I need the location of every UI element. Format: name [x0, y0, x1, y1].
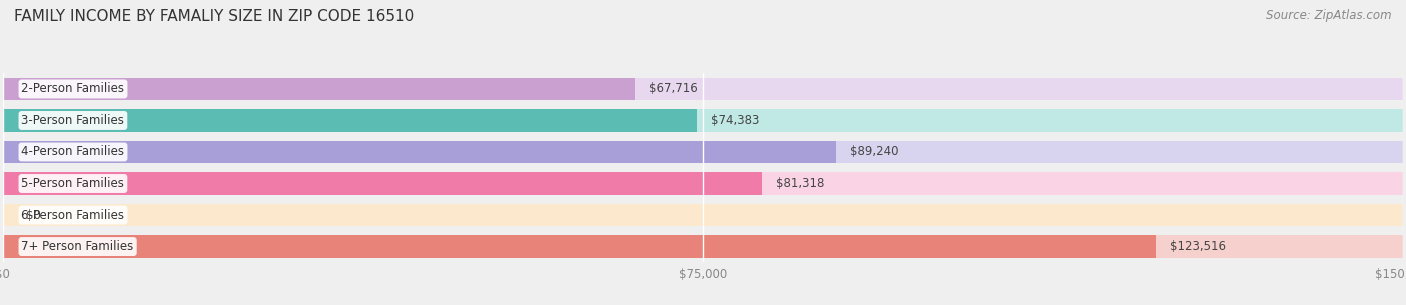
Bar: [3, 141, 837, 163]
Bar: [3, 141, 1403, 163]
Text: $74,383: $74,383: [711, 114, 759, 127]
Text: $67,716: $67,716: [650, 82, 697, 95]
Bar: [3, 77, 1403, 100]
Bar: [3, 235, 1156, 258]
Text: $0: $0: [27, 209, 41, 221]
Text: $89,240: $89,240: [851, 145, 898, 159]
Bar: [3, 235, 1403, 258]
Bar: [3, 77, 636, 100]
Text: 6-Person Families: 6-Person Families: [21, 209, 125, 221]
Text: 2-Person Families: 2-Person Families: [21, 82, 125, 95]
Text: $81,318: $81,318: [776, 177, 824, 190]
Text: 4-Person Families: 4-Person Families: [21, 145, 125, 159]
Text: FAMILY INCOME BY FAMALIY SIZE IN ZIP CODE 16510: FAMILY INCOME BY FAMALIY SIZE IN ZIP COD…: [14, 9, 415, 24]
Bar: [3, 172, 1403, 195]
Text: Source: ZipAtlas.com: Source: ZipAtlas.com: [1267, 9, 1392, 22]
Text: $123,516: $123,516: [1170, 240, 1226, 253]
Text: 5-Person Families: 5-Person Families: [21, 177, 124, 190]
Text: 7+ Person Families: 7+ Person Families: [21, 240, 134, 253]
Bar: [3, 172, 762, 195]
Bar: [3, 109, 697, 132]
Bar: [3, 204, 1403, 226]
Bar: [3, 109, 1403, 132]
Text: 3-Person Families: 3-Person Families: [21, 114, 124, 127]
